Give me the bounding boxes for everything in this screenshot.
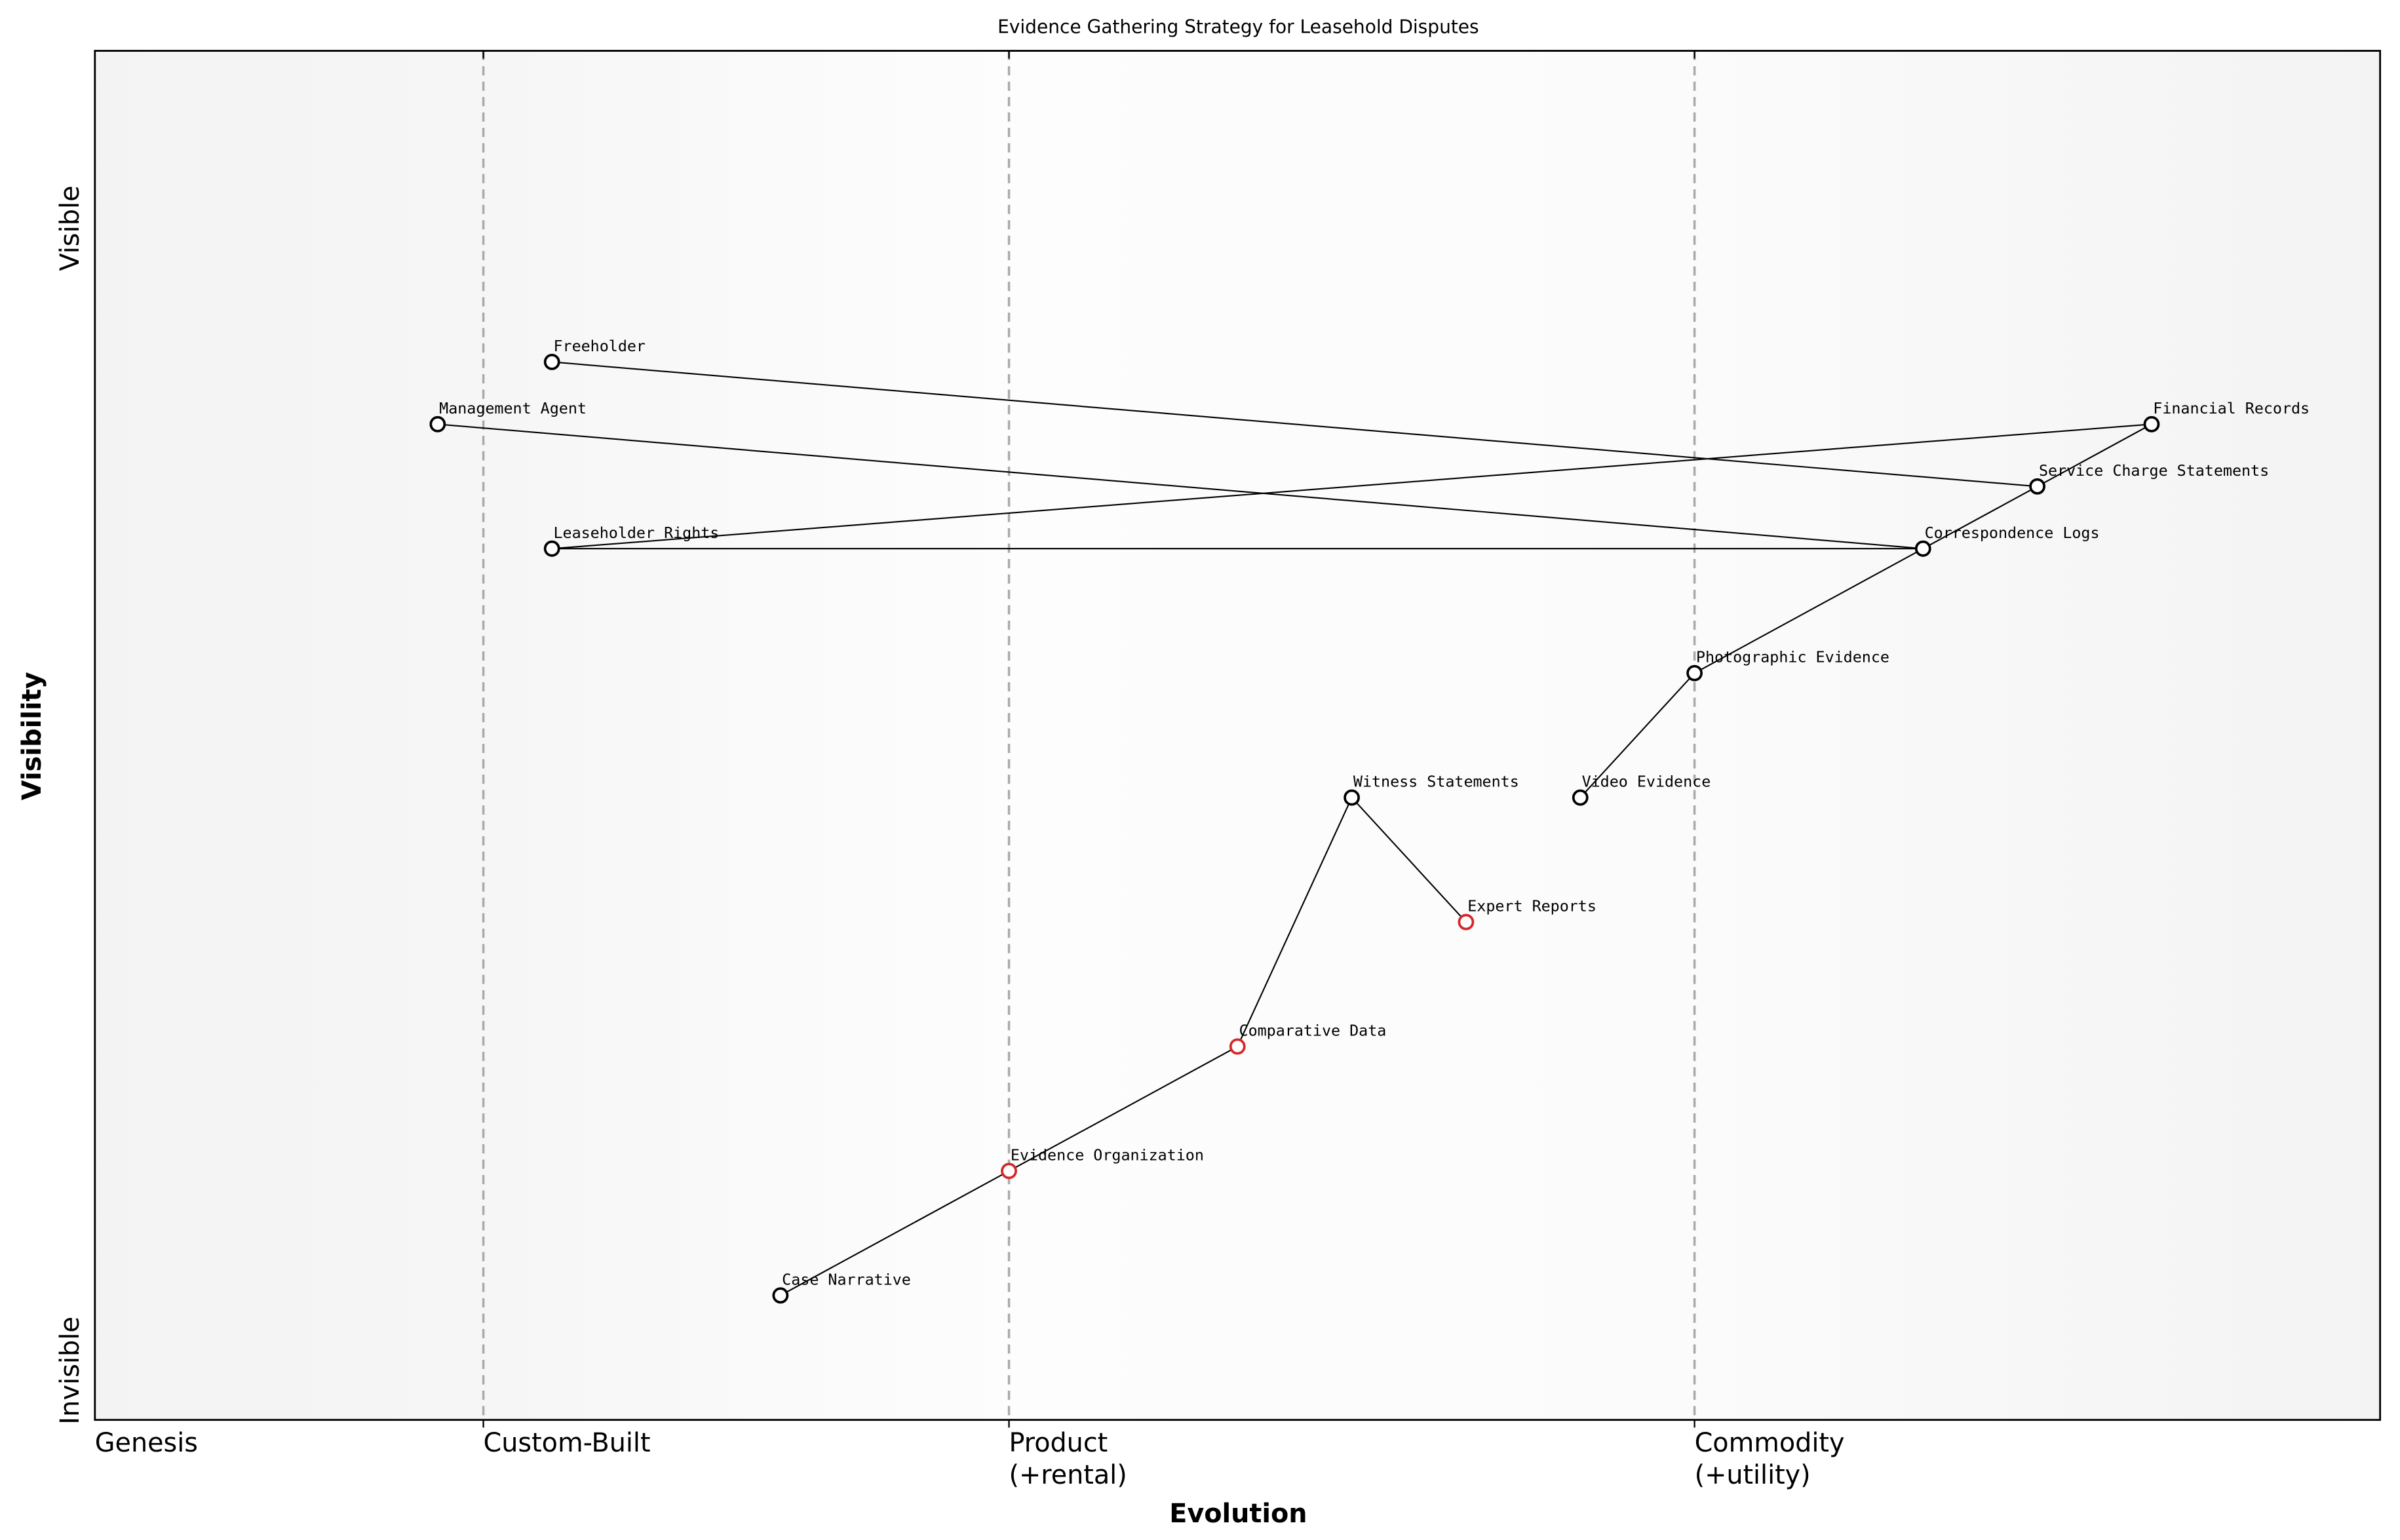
y-top-label: Visible	[55, 185, 85, 271]
y-bottom-label: Invisible	[55, 1317, 85, 1425]
node-label: Financial Records	[2153, 399, 2310, 417]
node-label: Leaseholder Rights	[554, 524, 720, 542]
chart-title: Evidence Gathering Strategy for Leasehol…	[997, 16, 1479, 37]
node-label: Witness Statements	[1353, 773, 1519, 791]
node-label: Service Charge Statements	[2039, 461, 2269, 480]
node-label: Expert Reports	[1467, 896, 1597, 915]
node-label: Case Narrative	[782, 1270, 911, 1288]
link	[1694, 548, 1924, 674]
node-label: Correspondence Logs	[1925, 524, 2100, 542]
node	[1344, 789, 1360, 806]
link	[552, 423, 2152, 550]
node-label: Video Evidence	[1582, 773, 1711, 791]
link	[437, 423, 1924, 550]
plot-background	[94, 50, 2380, 1420]
stage-label: Product	[1009, 1428, 1108, 1458]
link	[1579, 672, 1695, 798]
node-label: Evidence Organization	[1011, 1145, 1204, 1164]
link	[2037, 423, 2152, 488]
stage-label: Custom-Built	[484, 1428, 651, 1458]
link	[552, 361, 2038, 488]
link	[1237, 797, 1353, 1047]
link	[1351, 797, 1467, 923]
link	[1009, 1046, 1238, 1172]
node-label: Photographic Evidence	[1696, 648, 1889, 666]
node-label: Freeholder	[554, 337, 646, 355]
node	[1001, 1163, 1017, 1180]
link	[1922, 486, 2038, 550]
node	[1229, 1038, 1246, 1055]
node	[429, 415, 446, 433]
x-axis-title: Evolution	[1169, 1499, 1307, 1529]
node	[543, 540, 560, 557]
node	[1914, 540, 1931, 557]
node	[2143, 415, 2160, 433]
node	[772, 1287, 789, 1304]
node	[2029, 478, 2045, 495]
node-label: Comparative Data	[1239, 1021, 1387, 1039]
node	[1458, 914, 1475, 931]
stage-label: Commodity	[1695, 1428, 1845, 1458]
node-label: Management Agent	[439, 399, 587, 417]
node	[543, 353, 560, 370]
node	[1686, 664, 1703, 682]
plot-frame	[94, 50, 2382, 1421]
y-axis-title: Visibility	[17, 672, 47, 800]
stage-label: Genesis	[95, 1428, 198, 1458]
link	[780, 1170, 1010, 1296]
stage-label: (+rental)	[1009, 1460, 1127, 1490]
stage-label: (+utility)	[1695, 1460, 1811, 1490]
node	[1572, 789, 1589, 806]
